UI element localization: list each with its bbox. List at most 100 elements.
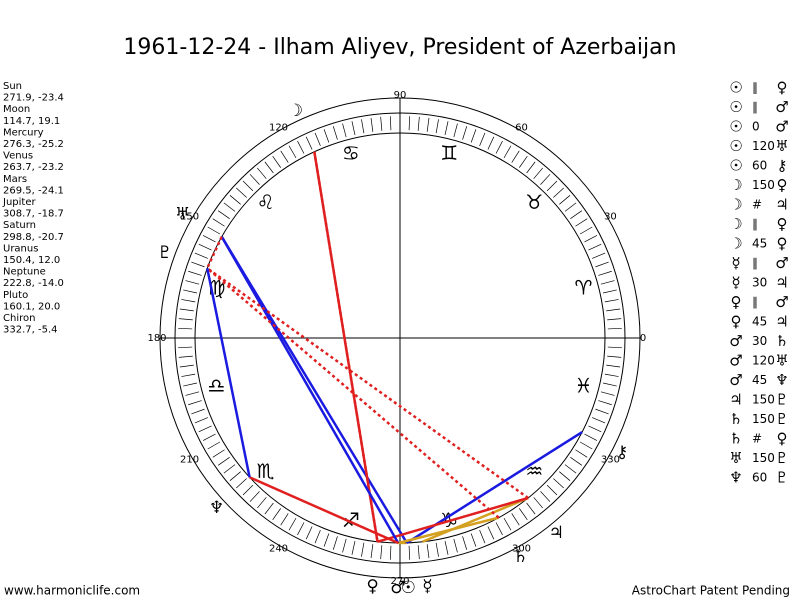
- ring-tick: [570, 210, 583, 219]
- chart-title: 1961-12-24 - Ilham Aliyev, President of …: [123, 35, 676, 60]
- planet-name: Chiron: [3, 313, 35, 324]
- ring-tick: [570, 457, 583, 466]
- ring-tick: [332, 536, 338, 550]
- aspect-line: [397, 516, 500, 545]
- ring-tick: [479, 132, 486, 146]
- aspect-planet-a: ☿: [731, 274, 740, 292]
- planet-position: 269.5, -24.1: [3, 185, 64, 196]
- ring-tick: [462, 126, 468, 140]
- planet-position: 271.9, -23.4: [3, 93, 64, 104]
- ring-tick: [588, 425, 602, 433]
- ring-tick: [272, 155, 281, 168]
- aspect-planet-b: ♅: [775, 137, 788, 155]
- aspect-symbol: 60: [752, 159, 767, 173]
- ring-tick: [305, 526, 313, 540]
- aspect-symbol: #: [752, 432, 762, 446]
- aspect-planet-a: ☉: [729, 157, 742, 175]
- ring-tick: [217, 210, 230, 219]
- sign-glyph: ♓︎: [575, 374, 593, 398]
- aspect-planet-b: ♇: [775, 469, 788, 487]
- planet-glyph: ☿: [422, 576, 432, 596]
- footer-left: www.harmoniclife.com: [4, 584, 140, 598]
- ring-tick: [607, 346, 622, 349]
- ring-tick: [519, 508, 528, 521]
- ring-tick: [181, 373, 196, 377]
- ring-tick: [272, 508, 281, 521]
- aspect-planet-a: ♃: [729, 391, 742, 409]
- ring-tick: [579, 441, 593, 450]
- ring-tick: [426, 544, 430, 559]
- aspect-symbol: ∥: [752, 256, 758, 270]
- ring-tick: [540, 491, 551, 502]
- wheel-label: 240: [269, 543, 288, 554]
- ring-tick: [323, 533, 330, 547]
- planet-position: 332.7, -5.4: [3, 325, 58, 336]
- ring-tick: [223, 464, 236, 474]
- ring-tick: [223, 202, 236, 212]
- sign-glyph: ♌︎: [257, 190, 275, 214]
- aspect-symbol: 45: [752, 315, 767, 329]
- wheel-label: 180: [147, 333, 166, 344]
- wheel-label: 300: [512, 543, 531, 554]
- ring-tick: [487, 526, 495, 540]
- ring-tick: [579, 226, 593, 235]
- aspect-symbol: 60: [752, 471, 767, 485]
- aspect-planet-b: ♃: [775, 313, 788, 331]
- ring-tick: [191, 261, 205, 268]
- aspect-planet-b: ♀: [777, 176, 788, 194]
- ring-tick: [553, 187, 564, 198]
- aspect-planet-b: ♄: [775, 332, 788, 350]
- planet-name: Saturn: [3, 220, 36, 231]
- aspect-planet-a: ☿: [731, 254, 740, 272]
- ring-tick: [179, 364, 194, 368]
- ring-tick: [607, 355, 622, 358]
- aspect-planet-b: ♂: [775, 98, 788, 116]
- aspect-symbol: ∥: [752, 295, 758, 309]
- aspect-planet-a: ♄: [729, 410, 742, 428]
- wheel-label: 150: [180, 212, 199, 223]
- aspect-symbol: ∥: [752, 81, 758, 95]
- ring-tick: [584, 433, 598, 441]
- aspect-planet-a: ♂: [729, 332, 742, 350]
- ring-tick: [606, 364, 621, 368]
- aspect-planet-b: ♅: [775, 352, 788, 370]
- planet-glyph: ♂: [390, 578, 405, 598]
- ring-tick: [305, 136, 313, 150]
- planet-glyph: ♄: [513, 547, 528, 567]
- planet-name: Mars: [3, 174, 27, 185]
- ring-tick: [280, 150, 289, 163]
- aspect-symbol: 150: [752, 451, 775, 465]
- ring-tick: [592, 252, 606, 259]
- ring-tick: [179, 308, 194, 312]
- aspect-planet-b: ♂: [775, 293, 788, 311]
- ring-tick: [194, 417, 208, 424]
- ring-tick: [191, 408, 205, 415]
- ring-tick: [380, 116, 383, 131]
- ring-tick: [370, 544, 374, 559]
- wheel-label: 120: [269, 123, 288, 134]
- aspect-symbol: 30: [752, 334, 767, 348]
- aspect-planet-a: ☉: [729, 118, 742, 136]
- ring-tick: [602, 382, 617, 387]
- ring-tick: [361, 119, 365, 134]
- planet-glyph: ⚷: [616, 443, 628, 463]
- ring-tick: [408, 545, 411, 560]
- planet-name: Sun: [3, 81, 22, 92]
- ring-tick: [332, 126, 338, 140]
- ring-tick: [183, 382, 198, 387]
- aspect-line: [377, 496, 529, 543]
- aspect-planet-b: ♀: [777, 215, 788, 233]
- aspect-symbol: 45: [752, 373, 767, 387]
- ring-tick: [178, 346, 193, 349]
- ring-tick: [595, 408, 609, 415]
- ring-tick: [242, 484, 254, 496]
- sign-glyph: ♐︎: [342, 508, 360, 532]
- ring-tick: [288, 517, 297, 531]
- aspect-symbol: 150: [752, 178, 775, 192]
- ring-tick: [503, 517, 512, 531]
- ring-tick: [183, 289, 198, 294]
- aspect-planet-a: ☽: [729, 196, 742, 214]
- ring-tick: [607, 327, 622, 330]
- planet-glyph: ♀: [366, 576, 378, 596]
